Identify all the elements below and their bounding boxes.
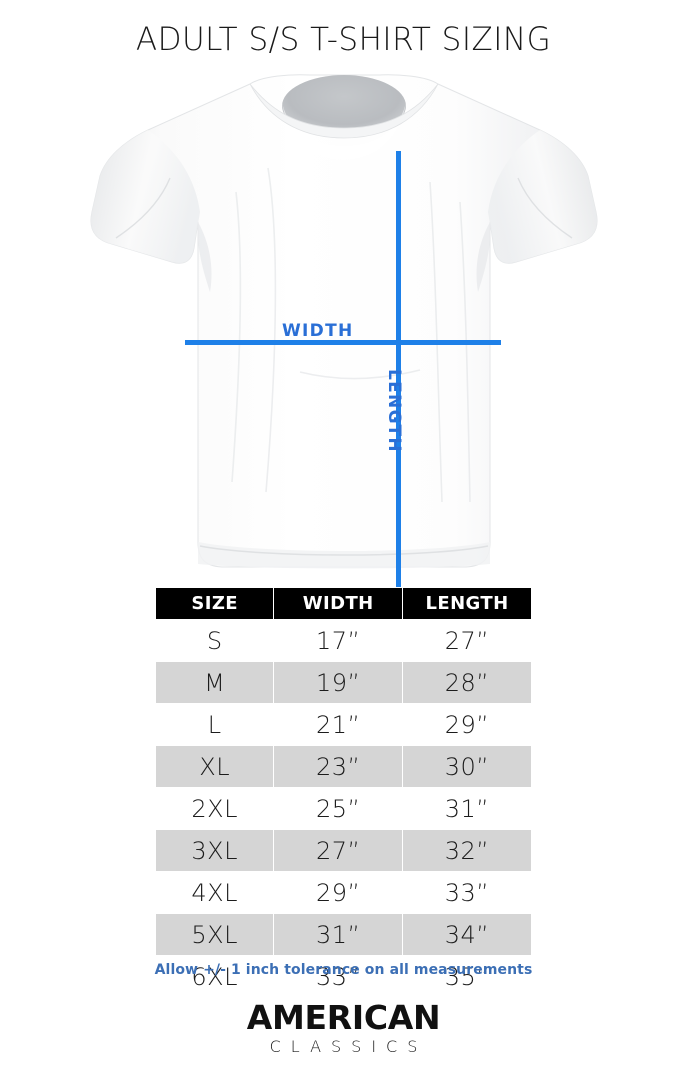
cell-size: 2XL (156, 788, 274, 829)
size-table: SIZE WIDTH LENGTH S 17” 27” M 19” 28” L … (155, 587, 532, 998)
tolerance-note: Allow +/- 1 inch tolerance on all measur… (154, 962, 533, 978)
cell-width: 33” (274, 956, 403, 997)
table-row: S 17” 27” (156, 620, 531, 661)
cell-size: S (156, 620, 274, 661)
cell-size: XL (156, 746, 274, 787)
cell-length: 27” (403, 620, 531, 661)
tshirt-illustration (90, 74, 598, 569)
table-row: 4XL 29” 33” (156, 872, 531, 913)
table-head: SIZE WIDTH LENGTH (156, 588, 531, 619)
table-row: 2XL 25” 31” (156, 788, 531, 829)
cell-size: L (156, 704, 274, 745)
brand-name-primary: AMERICAN (246, 998, 441, 1037)
table-header-row: SIZE WIDTH LENGTH (156, 588, 531, 619)
cell-length: 28” (403, 662, 531, 703)
cell-length: 29” (403, 704, 531, 745)
cell-width: 17” (274, 620, 403, 661)
width-label: WIDTH (282, 321, 354, 341)
table-body: S 17” 27” M 19” 28” L 21” 29” XL 23” 30”… (156, 620, 531, 997)
table-row: XL 23” 30” (156, 746, 531, 787)
cell-width: 31” (274, 914, 403, 955)
length-label: LENGTH (384, 369, 404, 453)
column-header-length: LENGTH (403, 588, 531, 619)
cell-length: 30” (403, 746, 531, 787)
table-row: 6XL 33” 35” (156, 956, 531, 997)
cell-length: 35” (403, 956, 531, 997)
cell-size: 4XL (156, 872, 274, 913)
cell-width: 25” (274, 788, 403, 829)
length-measure-line (396, 151, 401, 643)
cell-length: 31” (403, 788, 531, 829)
cell-length: 32” (403, 830, 531, 871)
table-row: M 19” 28” (156, 662, 531, 703)
cell-width: 29” (274, 872, 403, 913)
cell-width: 19” (274, 662, 403, 703)
cell-size: 6XL (156, 956, 274, 997)
column-header-width: WIDTH (274, 588, 403, 619)
tshirt-diagram: WIDTH LENGTH (0, 72, 687, 643)
table-row: L 21” 29” (156, 704, 531, 745)
column-header-size: SIZE (156, 588, 274, 619)
cell-width: 23” (274, 746, 403, 787)
cell-length: 33” (403, 872, 531, 913)
page-title: ADULT S/S T-SHIRT SIZING (135, 20, 552, 58)
cell-size: M (156, 662, 274, 703)
table-row: 5XL 31” 34” (156, 914, 531, 955)
cell-length: 34” (403, 914, 531, 955)
cell-size: 3XL (156, 830, 274, 871)
width-measure-line (185, 340, 501, 345)
cell-width: 27” (274, 830, 403, 871)
brand-name-secondary: CLASSICS (269, 1037, 428, 1056)
cell-width: 21” (274, 704, 403, 745)
table-row: 3XL 27” 32” (156, 830, 531, 871)
cell-size: 5XL (156, 914, 274, 955)
